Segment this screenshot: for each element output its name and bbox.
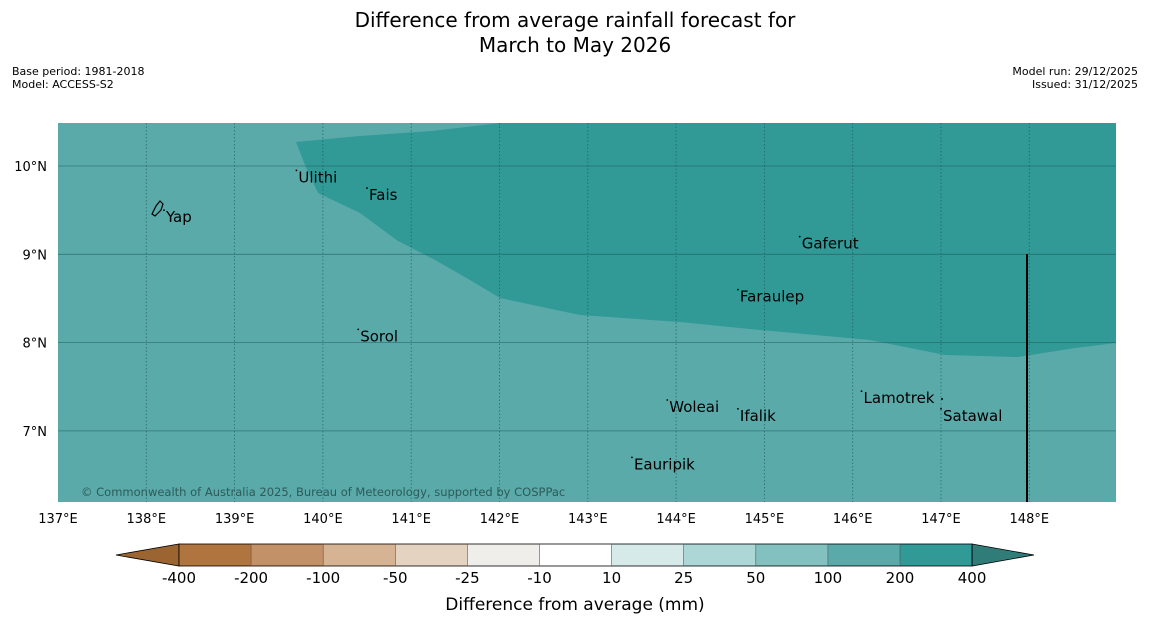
legend-swatch xyxy=(900,544,973,566)
place-marker xyxy=(737,288,739,291)
lat-label: 9°N xyxy=(23,248,48,263)
legend-tick-label: -200 xyxy=(234,569,268,587)
place-label: Ulithi xyxy=(298,168,337,186)
title-line-1: Difference from average rainfall forecas… xyxy=(354,8,796,32)
issued-date: Issued: 31/12/2025 xyxy=(1031,78,1138,91)
island-dot xyxy=(941,398,943,400)
place-label: Eauripik xyxy=(634,455,695,473)
legend-swatch xyxy=(395,544,468,566)
legend-tick-label: -10 xyxy=(527,569,552,587)
legend-tick-label: 25 xyxy=(674,569,693,587)
legend-swatch xyxy=(179,544,252,566)
place-marker xyxy=(357,328,360,331)
place-marker xyxy=(940,407,942,410)
legend-colorbar: -400 -200 -100 -50 -25 -10 10 25 50 100 200 400 Dif… xyxy=(115,543,1035,615)
place-label: Satawal xyxy=(943,407,1002,425)
legend-tick-label: -25 xyxy=(455,569,480,587)
legend-tick-label: 200 xyxy=(886,569,915,587)
base-period: Base period: 1981-2018 xyxy=(12,65,145,78)
place-labels: Yap Ulithi Fais Gaferut Faraulep Sorol Woleai I… xyxy=(163,168,1002,473)
legend-swatches xyxy=(115,543,1035,567)
place-marker xyxy=(295,169,298,172)
legend-swatch xyxy=(683,544,756,566)
lon-label: 143°E xyxy=(568,512,608,527)
model-name: Model: ACCESS-S2 xyxy=(12,78,114,91)
legend-swatch xyxy=(827,544,900,566)
lon-label: 147°E xyxy=(921,512,961,527)
lat-label: 7°N xyxy=(23,425,48,440)
legend-tick-label: 400 xyxy=(958,569,987,587)
lon-label: 144°E xyxy=(656,512,696,527)
legend-tick-label: 100 xyxy=(814,569,843,587)
lon-label: 139°E xyxy=(215,512,255,527)
place-label: Yap xyxy=(165,208,192,226)
title-line-2: March to May 2026 xyxy=(478,33,672,57)
copyright-notice: © Commonwealth of Australia 2025, Bureau… xyxy=(81,485,565,499)
model-run: Model run: 29/12/2025 xyxy=(1012,65,1138,78)
map-area: Yap Ulithi Fais Gaferut Faraulep Sorol Woleai I… xyxy=(58,123,1116,502)
legend-tick-label: 50 xyxy=(746,569,765,587)
lat-label: 10°N xyxy=(14,160,47,175)
legend-swatch xyxy=(115,543,180,567)
latitude-labels: 10°N 9°N 8°N 7°N xyxy=(14,160,47,440)
place-marker xyxy=(631,456,633,459)
graticule xyxy=(58,123,1116,502)
lon-label: 138°E xyxy=(127,512,167,527)
legend-tick-label: -50 xyxy=(383,569,408,587)
legend-swatch xyxy=(755,544,828,566)
place-label: Gaferut xyxy=(802,235,859,253)
lon-label: 137°E xyxy=(38,512,78,527)
lon-label: 141°E xyxy=(391,512,431,527)
lon-label: 140°E xyxy=(303,512,343,527)
lat-label: 8°N xyxy=(23,337,48,352)
place-label: Fais xyxy=(369,186,398,204)
place-marker xyxy=(163,209,165,212)
legend-frame xyxy=(178,543,973,567)
place-label: Sorol xyxy=(360,327,398,345)
place-marker xyxy=(666,399,669,401)
legend-tick-label: 10 xyxy=(602,569,621,587)
legend-swatch xyxy=(971,543,1035,567)
place-marker xyxy=(860,390,863,393)
place-marker xyxy=(737,407,739,410)
legend-label: Difference from average (mm) xyxy=(445,595,704,615)
legend-ticks: -400 -200 -100 -50 -25 -10 10 25 50 100 200 400 xyxy=(162,569,986,587)
lon-label: 142°E xyxy=(480,512,520,527)
map-title: Difference from average rainfall forecas… xyxy=(0,8,1150,58)
meta-right: Model run: 29/12/2025 Issued: 31/12/2025 xyxy=(1012,65,1138,91)
legend-swatch xyxy=(611,544,684,566)
meta-left: Base period: 1981-2018 Model: ACCESS-S2 xyxy=(12,65,144,91)
place-label: Faraulep xyxy=(740,288,804,306)
lon-label: 148°E xyxy=(1010,512,1050,527)
lon-label: 146°E xyxy=(833,512,873,527)
place-marker xyxy=(366,187,368,189)
anomaly-region-wetter xyxy=(296,123,1116,357)
legend-swatch xyxy=(539,544,612,566)
place-label: Woleai xyxy=(669,398,719,416)
legend-swatch xyxy=(467,544,540,566)
lon-label: 145°E xyxy=(745,512,785,527)
place-label: Lamotrek xyxy=(864,389,935,407)
legend-swatch xyxy=(323,544,396,566)
legend-tick-label: -400 xyxy=(162,569,196,587)
longitude-labels: 137°E 138°E 139°E 140°E 141°E 142°E 143°E 144°E… xyxy=(38,512,1049,527)
yap-island-outline xyxy=(151,200,164,217)
place-marker xyxy=(798,235,801,238)
legend-tick-label: -100 xyxy=(306,569,340,587)
place-label: Ifalik xyxy=(740,407,776,425)
legend-swatch xyxy=(251,544,324,566)
